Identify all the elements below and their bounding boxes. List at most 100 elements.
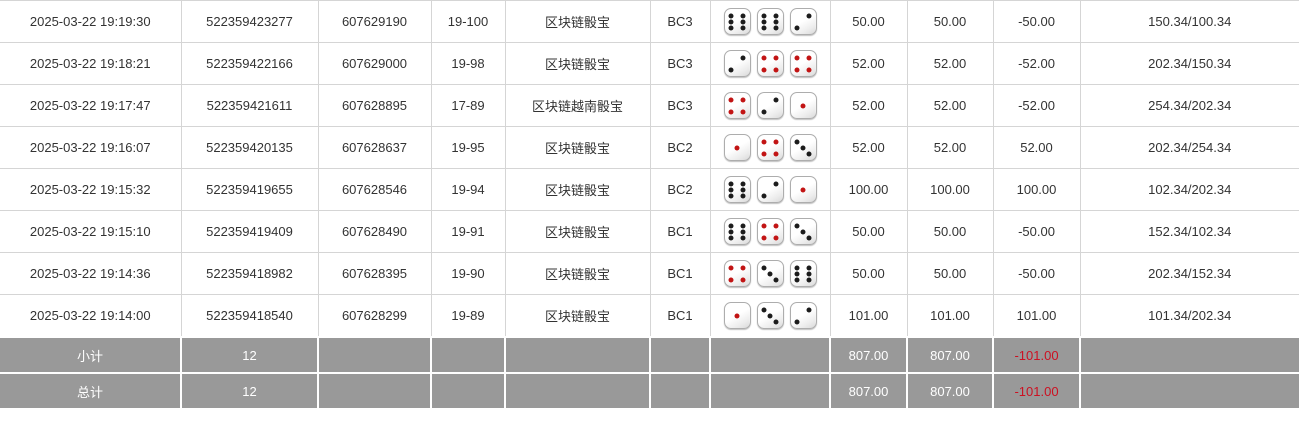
bet-amount-link[interactable]: 50.00 (829, 0, 908, 43)
dice-group (713, 176, 828, 203)
die-icon-1 (723, 302, 751, 329)
bet-amount-link[interactable]: 50.00 (829, 210, 908, 253)
die-icon-2 (756, 176, 784, 203)
die-pip (728, 67, 734, 72)
win-loss-cell: -50.00 (992, 0, 1081, 43)
die-pip (773, 277, 779, 282)
round-no-cell: 607628395 (317, 252, 432, 295)
die-icon-4 (789, 50, 817, 77)
summary-win-loss-cell: -101.00 (992, 372, 1081, 410)
die-pip (794, 271, 800, 276)
table-row: 2025-03-22 19:17:47 522359421611 607628895… (0, 84, 1299, 127)
die-pip (794, 277, 800, 282)
order-no-cell: 522359419409 (180, 210, 319, 253)
die-pip (740, 55, 746, 60)
order-no-cell: 522359421611 (180, 84, 319, 127)
valid-amount-cell: 100.00 (906, 168, 994, 211)
die-icon-4 (756, 50, 784, 77)
die-icon-6 (789, 260, 817, 287)
die-pip (806, 235, 812, 240)
die-pip (794, 265, 800, 270)
dice-result-cell (709, 210, 831, 253)
die-icon-6 (756, 8, 784, 35)
die-pip (740, 187, 746, 192)
die-pip (773, 67, 779, 72)
dice-result-cell (709, 84, 831, 127)
order-no-cell: 522359419655 (180, 168, 319, 211)
die-pip (806, 265, 812, 270)
die-icon-4 (756, 134, 784, 161)
dice-result-cell (709, 252, 831, 295)
bet-amount-link[interactable]: 101.00 (829, 294, 908, 338)
die-pip (767, 271, 773, 276)
valid-amount-cell: 50.00 (906, 252, 994, 295)
win-loss-cell: -52.00 (992, 42, 1081, 85)
die-pip (794, 67, 800, 72)
die-pip (761, 25, 767, 30)
summary-bet-cell: 807.00 (829, 372, 908, 410)
die-pip (773, 19, 779, 24)
bet-time-cell: 2025-03-22 19:15:10 (0, 210, 182, 253)
order-no-cell: 522359420135 (180, 126, 319, 169)
summary-balance-cell (1079, 372, 1299, 410)
valid-amount-cell: 101.00 (906, 294, 994, 338)
die-icon-3 (789, 134, 817, 161)
die-icon-3 (756, 260, 784, 287)
round-no-cell: 607629190 (317, 0, 432, 43)
die-pip (728, 277, 734, 282)
win-loss-cell: 52.00 (992, 126, 1081, 169)
die-pip (740, 235, 746, 240)
die-pip (773, 181, 779, 186)
die-pip (728, 187, 734, 192)
game-name-cell: 区块链骰宝 (504, 168, 651, 211)
dice-group (713, 218, 828, 245)
dice-group (713, 8, 828, 35)
game-name-cell: 区块链骰宝 (504, 210, 651, 253)
table-label-cell: BC1 (649, 210, 711, 253)
summary-empty-cell (430, 372, 506, 410)
game-name-cell: 区块链骰宝 (504, 0, 651, 43)
die-pip (800, 229, 806, 234)
die-pip (728, 223, 734, 228)
bet-amount-link[interactable]: 52.00 (829, 84, 908, 127)
win-loss-cell: -50.00 (992, 210, 1081, 253)
bet-amount-link[interactable]: 52.00 (829, 42, 908, 85)
die-pip (740, 19, 746, 24)
dice-group (713, 302, 828, 329)
valid-amount-cell: 50.00 (906, 210, 994, 253)
die-pip (728, 13, 734, 18)
issue-cell: 19-98 (430, 42, 506, 85)
bet-amount-link[interactable]: 52.00 (829, 126, 908, 169)
die-icon-2 (723, 50, 751, 77)
order-no-cell: 522359423277 (180, 0, 319, 43)
die-pip (761, 151, 767, 156)
die-pip (761, 55, 767, 60)
die-pip (740, 265, 746, 270)
die-icon-6 (723, 176, 751, 203)
balance-cell: 102.34/202.34 (1079, 168, 1299, 211)
dice-result-cell (709, 0, 831, 43)
die-pip (740, 109, 746, 114)
game-name-cell: 区块链骰宝 (504, 42, 651, 85)
die-pip (806, 55, 812, 60)
table-row: 2025-03-22 19:15:32 522359419655 607628546… (0, 168, 1299, 211)
die-pip (761, 307, 767, 312)
die-pip (740, 97, 746, 102)
die-icon-6 (723, 8, 751, 35)
die-pip (734, 145, 740, 150)
balance-cell: 101.34/202.34 (1079, 294, 1299, 338)
die-pip (773, 13, 779, 18)
die-pip (806, 277, 812, 282)
bet-time-cell: 2025-03-22 19:19:30 (0, 0, 182, 43)
grand-total-row: 总计 12 807.00 807.00 -101.00 (0, 372, 1299, 410)
die-pip (800, 145, 806, 150)
die-pip (728, 229, 734, 234)
die-pip (800, 103, 806, 108)
table-label-cell: BC3 (649, 42, 711, 85)
issue-cell: 19-90 (430, 252, 506, 295)
bet-amount-link[interactable]: 100.00 (829, 168, 908, 211)
die-pip (761, 265, 767, 270)
bet-amount-link[interactable]: 50.00 (829, 252, 908, 295)
die-pip (773, 235, 779, 240)
balance-cell: 150.34/100.34 (1079, 0, 1299, 43)
